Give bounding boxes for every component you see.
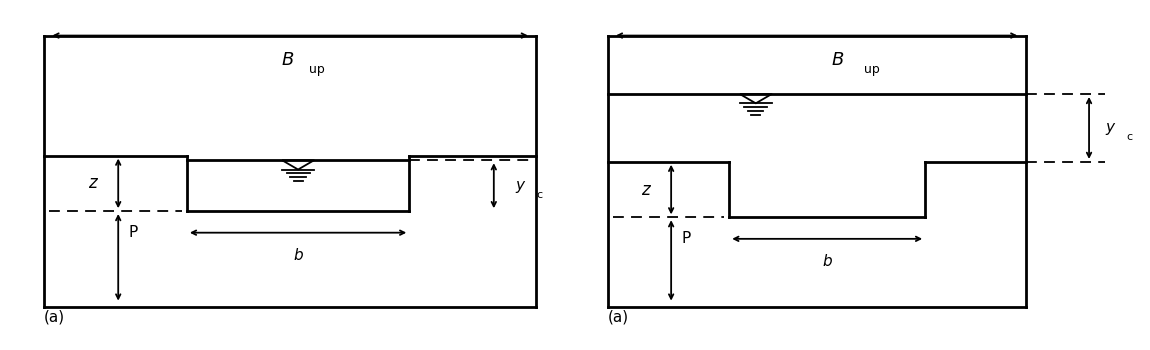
Text: P: P — [682, 231, 691, 246]
Text: (a): (a) — [44, 310, 66, 325]
Text: z: z — [89, 174, 97, 193]
Text: y: y — [1105, 120, 1114, 135]
Text: B: B — [831, 51, 844, 69]
Text: up: up — [308, 63, 324, 76]
Text: c: c — [536, 190, 543, 200]
Text: (a): (a) — [607, 310, 629, 325]
Text: b: b — [822, 254, 831, 269]
Text: b: b — [293, 248, 302, 263]
Text: c: c — [1126, 132, 1133, 142]
Text: B: B — [282, 51, 293, 69]
Text: z: z — [642, 181, 650, 198]
Text: P: P — [129, 225, 138, 240]
Text: y: y — [515, 178, 524, 193]
Text: up: up — [865, 63, 880, 76]
